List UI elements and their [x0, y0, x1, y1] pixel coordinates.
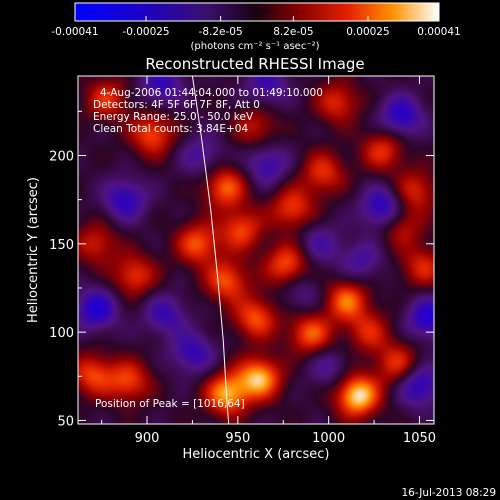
plot-frame	[77, 75, 435, 425]
colorbar-tick-label: -8.2e-05	[199, 26, 243, 38]
date-stamp: 16-Jul-2013 08:29	[401, 487, 496, 499]
colorbar-tick-label: 8.2e-05	[273, 26, 313, 38]
colorbar-tick-label: 0.00041	[417, 26, 460, 38]
annotation-detectors: Detectors: 4F 5F 6F 7F 8F, Att 0	[93, 99, 260, 111]
axis-ticks: 900 950 1000 1050 50 100 150 200	[49, 76, 436, 446]
colorbar-gradient	[74, 2, 440, 22]
y-tick-label: 150	[49, 238, 74, 253]
colorbar-tick-label: 0.00025	[346, 26, 389, 38]
colorbar-ticks: -0.00041 -0.00025 -8.2e-05 8.2e-05 0.00025 0.…	[51, 16, 461, 38]
x-tick-label: 1050	[403, 431, 436, 446]
colorbar-tick-label: -0.00025	[122, 26, 169, 38]
annotation-block: 4-Aug-2006 01:44:04.000 to 01:49:10.000 …	[93, 87, 323, 410]
annotation-energy: Energy Range: 25.0 - 50.0 keV	[93, 111, 254, 123]
y-tick-label: 200	[49, 149, 74, 164]
colorbar-unit-label: (photons cm⁻² s⁻¹ asec⁻²)	[190, 41, 319, 52]
x-axis-label: Heliocentric X (arcsec)	[183, 447, 330, 462]
x-tick-label: 1000	[312, 431, 345, 446]
solar-limb-curve	[191, 76, 230, 424]
x-tick-label: 900	[135, 431, 160, 446]
x-tick-label: 950	[225, 431, 250, 446]
annotation-time: 4-Aug-2006 01:44:04.000 to 01:49:10.000	[100, 87, 323, 99]
colorbar: -0.00041 -0.00025 -8.2e-05 8.2e-05 0.00025 0.…	[51, 2, 461, 52]
plot-area: 900 950 1000 1050 50 100 150 200	[49, 75, 436, 446]
annotation-peak: Position of Peak = [1016,64]	[95, 398, 245, 410]
heatmap-image	[78, 76, 434, 424]
y-tick-label: 50	[57, 414, 74, 429]
annotation-clean: Clean Total counts: 3.84E+04	[93, 123, 248, 135]
y-axis-label: Heliocentric Y (arcsec)	[26, 177, 41, 323]
colorbar-tick-label: -0.00041	[51, 26, 98, 38]
chart-title: Reconstructed RHESSI Image	[145, 55, 364, 73]
y-tick-label: 100	[49, 326, 74, 341]
